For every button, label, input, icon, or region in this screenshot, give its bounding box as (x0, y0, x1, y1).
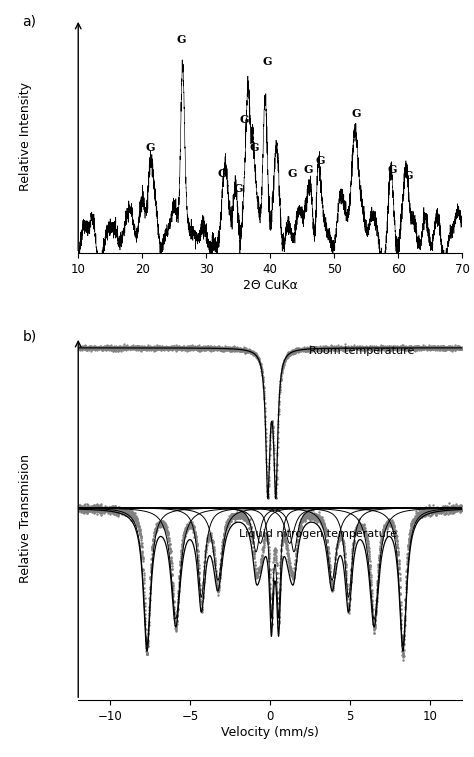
Text: Liquid nitrogen temperature: Liquid nitrogen temperature (239, 529, 398, 540)
Text: G: G (315, 155, 325, 166)
Text: G: G (304, 164, 313, 175)
Text: G: G (240, 114, 249, 125)
Text: a): a) (23, 14, 36, 28)
Text: G: G (288, 168, 297, 179)
Text: G: G (145, 142, 155, 153)
Text: G: G (352, 108, 361, 120)
X-axis label: 2Θ CuKα: 2Θ CuKα (243, 279, 298, 291)
Text: G: G (233, 182, 243, 194)
Text: Room temperature: Room temperature (309, 346, 414, 356)
Text: G: G (403, 170, 412, 181)
Y-axis label: Relative Intensity: Relative Intensity (19, 82, 32, 191)
Text: G: G (176, 34, 186, 45)
Text: G: G (249, 142, 259, 153)
Text: G: G (218, 168, 227, 179)
Text: G: G (387, 164, 397, 175)
Y-axis label: Relative Transmision: Relative Transmision (19, 454, 32, 583)
X-axis label: Velocity (mm/s): Velocity (mm/s) (221, 726, 319, 739)
Text: G: G (262, 56, 272, 67)
Text: b): b) (23, 330, 37, 344)
